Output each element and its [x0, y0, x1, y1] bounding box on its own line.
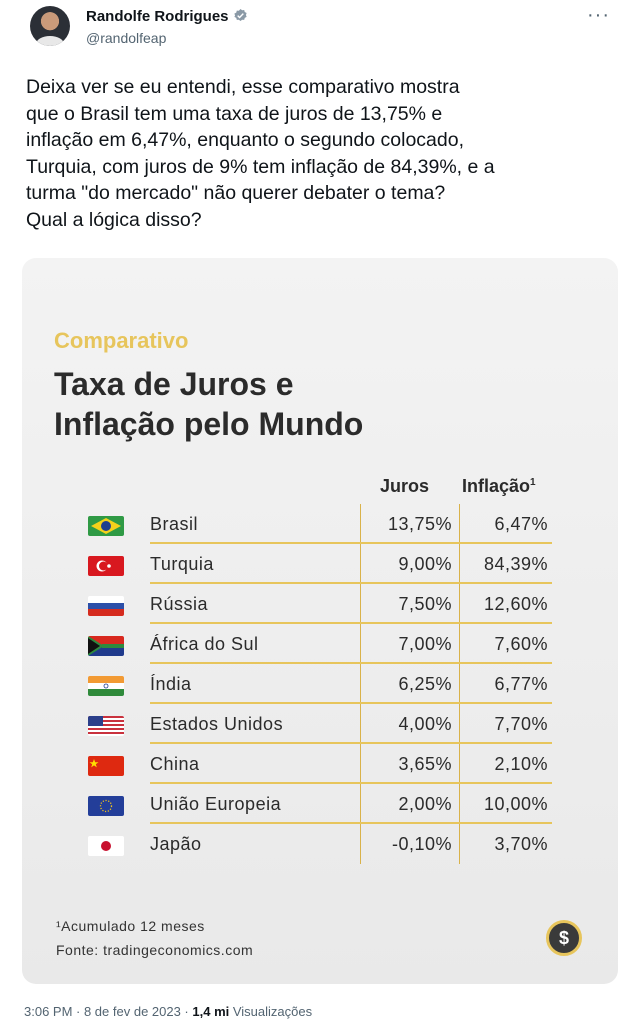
- country-name: Índia: [150, 674, 192, 694]
- japan-flag-icon: [88, 836, 124, 856]
- inflacao-value: 3,70%: [494, 834, 548, 854]
- inflacao-value: 84,39%: [483, 554, 548, 574]
- tweet-meta: 3:06 PM · 8 de fev de 2023 · 1,4 mi Visu…: [24, 1004, 312, 1019]
- table-row: Turquia 9,00% 84,39%: [22, 544, 618, 584]
- country-name: Brasil: [150, 514, 199, 534]
- juros-value: -0,10%: [391, 834, 452, 854]
- tweet-line: que o Brasil tem uma taxa de juros de 13…: [26, 102, 443, 125]
- juros-value: 7,00%: [398, 634, 452, 654]
- tweet-line: Deixa ver se eu entendi, esse comparativ…: [26, 76, 460, 98]
- table-row: África do Sul 7,00% 7,60%: [22, 624, 618, 664]
- footnote: ¹Acumulado 12 meses: [56, 918, 205, 934]
- table-row: União Europeia 2,00% 10,00%: [22, 784, 618, 824]
- china-flag-icon: [88, 756, 124, 776]
- country-name: Japão: [150, 834, 202, 854]
- row-divider: [150, 702, 552, 704]
- column-divider: [360, 504, 361, 864]
- eu-flag-icon: [88, 796, 124, 816]
- author-name-text[interactable]: Randolfe Rodrigues: [86, 8, 229, 25]
- card-kicker: Comparativo: [54, 328, 189, 353]
- column-header-juros: Juros: [380, 476, 430, 496]
- country-name: África do Sul: [150, 634, 259, 654]
- turkey-flag-icon: [88, 556, 124, 576]
- juros-value: 9,00%: [398, 554, 452, 574]
- comparison-image[interactable]: Comparativo Taxa de Juros e Inflação pel…: [22, 258, 618, 984]
- inflacao-value: 12,60%: [483, 594, 548, 614]
- column-header-inflacao: Inflação1: [462, 476, 536, 497]
- tweet-line: turma "do mercado" não querer debater o …: [26, 182, 446, 204]
- table-row: China 3,65% 2,10%: [22, 744, 618, 784]
- table-row: Japão -0,10% 3,70%: [22, 824, 618, 864]
- row-divider: [150, 662, 552, 664]
- card-title-line: Inflação pelo Mundo: [54, 406, 364, 442]
- inflacao-value: 7,70%: [494, 714, 548, 734]
- juros-value: 13,75%: [387, 514, 452, 534]
- inflacao-value: 7,60%: [494, 634, 548, 654]
- card-title-line: Taxa de Juros e: [54, 366, 294, 402]
- country-name: China: [150, 754, 200, 774]
- author-name[interactable]: Randolfe Rodrigues: [86, 8, 248, 25]
- avatar[interactable]: [30, 6, 70, 46]
- row-divider: [150, 582, 552, 584]
- row-divider: [150, 782, 552, 784]
- inflacao-value: 6,77%: [494, 674, 548, 694]
- tweet-line: Turquia, com juros de 9% tem inflação de…: [26, 155, 495, 178]
- table-row: Rússia 7,50% 12,60%: [22, 584, 618, 624]
- card-title: Taxa de Juros e Inflação pelo Mundo: [54, 364, 363, 444]
- row-divider: [150, 742, 552, 744]
- more-options-icon[interactable]: ···: [587, 4, 610, 26]
- views-label: Visualizações: [229, 1004, 313, 1019]
- views-count[interactable]: 1,4 mi: [192, 1004, 230, 1019]
- row-divider: [150, 622, 552, 624]
- row-divider: [150, 822, 552, 824]
- table-row: Brasil 13,75% 6,47%: [22, 504, 618, 544]
- country-name: Estados Unidos: [150, 714, 284, 734]
- tweet-text: Deixa ver se eu entendi, esse comparativ…: [26, 74, 616, 233]
- row-divider: [150, 542, 552, 544]
- juros-value: 3,65%: [398, 754, 452, 774]
- source-note: Fonte: tradingeconomics.com: [56, 942, 254, 958]
- footnote-marker: 1: [530, 477, 536, 488]
- juros-value: 4,00%: [398, 714, 452, 734]
- tweet-line: Qual a lógica disso?: [26, 208, 202, 231]
- country-name: Rússia: [150, 594, 209, 614]
- tweet-line: inflação em 6,47%, enquanto o segundo co…: [26, 129, 464, 151]
- juros-value: 6,25%: [398, 674, 452, 694]
- country-name: União Europeia: [150, 794, 282, 814]
- inflacao-value: 6,47%: [494, 514, 548, 534]
- juros-value: 2,00%: [398, 794, 452, 814]
- usa-flag-icon: [88, 716, 124, 736]
- verified-badge-icon: [233, 8, 247, 21]
- juros-value: 7,50%: [398, 594, 452, 614]
- tweet-header: Randolfe Rodrigues @randolfeap ···: [0, 0, 632, 60]
- inflacao-value: 2,10%: [494, 754, 548, 774]
- country-name: Turquia: [150, 554, 214, 574]
- south-africa-flag-icon: [88, 636, 124, 656]
- table-row: Estados Unidos 4,00% 7,70%: [22, 704, 618, 744]
- author-handle[interactable]: @randolfeap: [86, 30, 167, 46]
- inflacao-value: 10,00%: [483, 794, 548, 814]
- india-flag-icon: [88, 676, 124, 696]
- column-divider: [459, 504, 460, 864]
- tweet-timestamp[interactable]: 3:06 PM · 8 de fev de 2023 ·: [24, 1004, 193, 1019]
- column-header-inflacao-text: Inflação: [462, 476, 531, 496]
- russia-flag-icon: [88, 596, 124, 616]
- table-row: Índia 6,25% 6,77%: [22, 664, 618, 704]
- dollar-coin-icon: $: [546, 920, 582, 956]
- brazil-flag-icon: [88, 516, 124, 536]
